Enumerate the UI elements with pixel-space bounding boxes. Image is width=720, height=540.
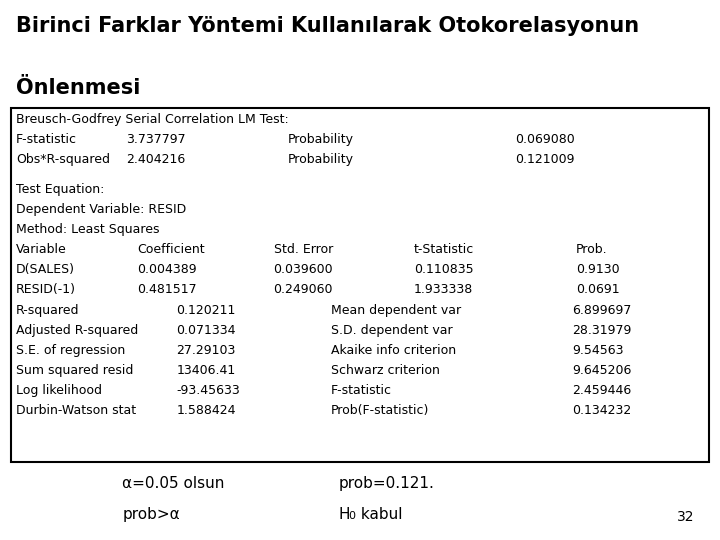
Text: 0.121009: 0.121009: [515, 153, 575, 166]
Text: 0.110835: 0.110835: [414, 264, 474, 276]
Text: Std. Error: Std. Error: [274, 244, 333, 256]
Text: Breusch-Godfrey Serial Correlation LM Test:: Breusch-Godfrey Serial Correlation LM Te…: [16, 113, 289, 126]
Text: Durbin-Watson stat: Durbin-Watson stat: [16, 403, 136, 416]
Text: Obs*R-squared: Obs*R-squared: [16, 153, 110, 166]
Text: t-Statistic: t-Statistic: [414, 244, 474, 256]
Text: Adjusted R-squared: Adjusted R-squared: [16, 323, 138, 336]
Text: 13406.41: 13406.41: [176, 363, 235, 376]
Text: kabul: kabul: [356, 507, 402, 522]
Text: 1.588424: 1.588424: [176, 403, 236, 416]
Text: 0.120211: 0.120211: [176, 303, 235, 316]
Text: Mean dependent var: Mean dependent var: [331, 303, 462, 316]
Text: prob>α: prob>α: [122, 507, 180, 522]
Text: 27.29103: 27.29103: [176, 343, 235, 356]
Text: 28.31979: 28.31979: [572, 323, 631, 336]
Text: Variable: Variable: [16, 244, 66, 256]
Text: Sum squared resid: Sum squared resid: [16, 363, 133, 376]
Text: 9.645206: 9.645206: [572, 363, 631, 376]
Text: 0.004389: 0.004389: [137, 264, 197, 276]
Text: 0.039600: 0.039600: [274, 264, 333, 276]
Text: Birinci Farklar Yöntemi Kullanılarak Otokorelasyonun: Birinci Farklar Yöntemi Kullanılarak Oto…: [16, 16, 639, 36]
Text: Dependent Variable: RESID: Dependent Variable: RESID: [16, 204, 186, 217]
Text: 6.899697: 6.899697: [572, 303, 631, 316]
Text: 2.459446: 2.459446: [572, 383, 631, 396]
Text: 1.933338: 1.933338: [414, 284, 473, 296]
Text: Probability: Probability: [288, 153, 354, 166]
Text: 9.54563: 9.54563: [572, 343, 624, 356]
Text: R-squared: R-squared: [16, 303, 79, 316]
Text: 0.481517: 0.481517: [137, 284, 197, 296]
Text: F-statistic: F-statistic: [331, 383, 392, 396]
Text: 0.071334: 0.071334: [176, 323, 236, 336]
Text: H: H: [338, 507, 350, 522]
Text: 32: 32: [678, 510, 695, 524]
Text: prob=0.121.: prob=0.121.: [338, 476, 434, 491]
Text: RESID(-1): RESID(-1): [16, 284, 76, 296]
Text: 0.249060: 0.249060: [274, 284, 333, 296]
Text: Probability: Probability: [288, 133, 354, 146]
Text: 0.134232: 0.134232: [572, 403, 631, 416]
Text: α=0.05 olsun: α=0.05 olsun: [122, 476, 225, 491]
Text: Prob.: Prob.: [576, 244, 608, 256]
Text: Test Equation:: Test Equation:: [16, 184, 104, 197]
Text: Prob(F-statistic): Prob(F-statistic): [331, 403, 430, 416]
Text: Önlenmesi: Önlenmesi: [16, 78, 140, 98]
Text: Schwarz criterion: Schwarz criterion: [331, 363, 440, 376]
Text: -93.45633: -93.45633: [176, 383, 240, 396]
Text: F-statistic: F-statistic: [16, 133, 77, 146]
Text: 2.404216: 2.404216: [126, 153, 185, 166]
Text: Coefficient: Coefficient: [137, 244, 204, 256]
Text: Method: Least Squares: Method: Least Squares: [16, 224, 159, 237]
Text: 0.0691: 0.0691: [576, 284, 620, 296]
Text: 0.069080: 0.069080: [515, 133, 575, 146]
Text: 3.737797: 3.737797: [126, 133, 186, 146]
Text: S.E. of regression: S.E. of regression: [16, 343, 125, 356]
Text: 0: 0: [348, 511, 356, 521]
Text: Log likelihood: Log likelihood: [16, 383, 102, 396]
Text: S.D. dependent var: S.D. dependent var: [331, 323, 453, 336]
Text: 0.9130: 0.9130: [576, 264, 620, 276]
Text: Akaike info criterion: Akaike info criterion: [331, 343, 456, 356]
Text: D(SALES): D(SALES): [16, 264, 75, 276]
